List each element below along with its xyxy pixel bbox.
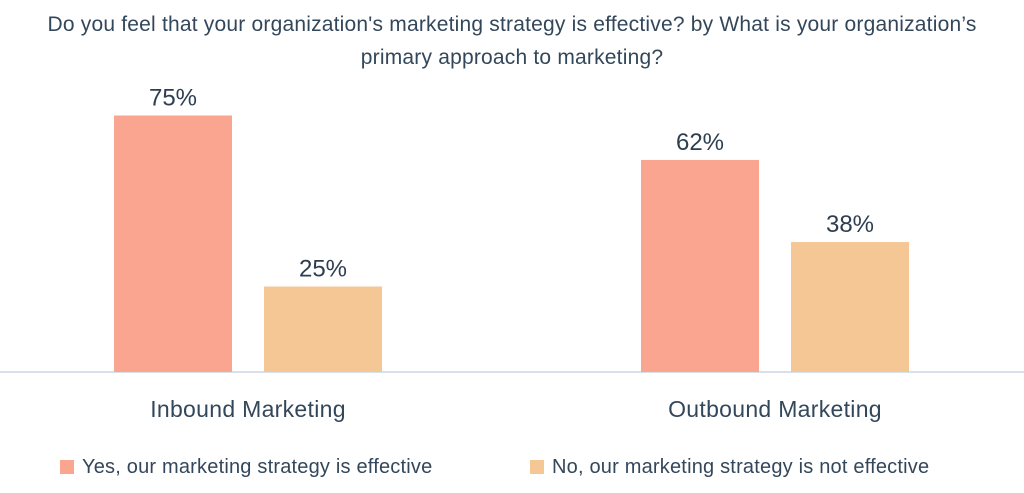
- bar-inbound-marketing-series-0[interactable]: [114, 115, 232, 373]
- category-labels-group: Inbound Marketing Outbound Marketing: [150, 396, 882, 422]
- chart-title: Do you feel that your organization's mar…: [47, 13, 977, 69]
- legend-swatch-not-effective: [530, 460, 544, 474]
- bar-chart: 75% 25% 62% 38% Inbound Marketing Outbound M…: [0, 85, 1024, 422]
- category-label-outbound-marketing: Outbound Marketing: [668, 396, 882, 422]
- legend-label-not-effective: No, our marketing strategy is not effect…: [552, 455, 930, 478]
- bar-inbound-marketing-series-1[interactable]: [264, 286, 382, 373]
- data-label-inbound-marketing-series-0: 75%: [149, 85, 197, 112]
- bars-group: [114, 115, 909, 373]
- legend-item-not-effective[interactable]: No, our marketing strategy is not effect…: [530, 452, 929, 482]
- data-label-outbound-marketing-series-1: 38%: [826, 211, 874, 238]
- category-label-inbound-marketing: Inbound Marketing: [150, 396, 346, 422]
- data-label-outbound-marketing-series-0: 62%: [676, 129, 724, 156]
- legend-swatch-effective: [60, 460, 74, 474]
- bar-outbound-marketing-series-1[interactable]: [791, 242, 909, 372]
- legend-item-effective[interactable]: Yes, our marketing strategy is effective: [60, 452, 432, 482]
- legend: Yes, our marketing strategy is effective…: [0, 452, 1024, 482]
- legend-label-effective: Yes, our marketing strategy is effective: [82, 455, 433, 478]
- data-labels-group: 75% 25% 62% 38%: [149, 85, 874, 283]
- data-label-inbound-marketing-series-1: 25%: [299, 256, 347, 283]
- bar-outbound-marketing-series-0[interactable]: [641, 159, 759, 372]
